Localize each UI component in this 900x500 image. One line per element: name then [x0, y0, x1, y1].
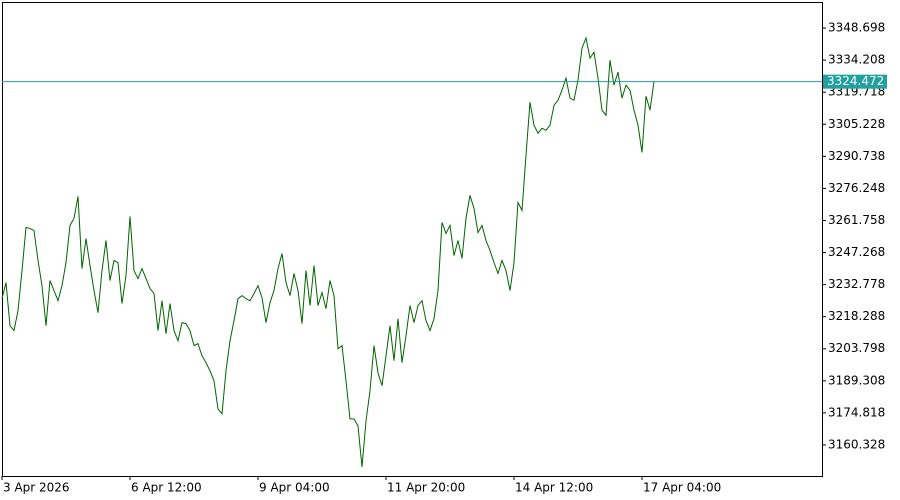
x-tick-label: 3 Apr 2026	[3, 481, 70, 495]
x-tick-label: 17 Apr 04:00	[643, 481, 721, 495]
y-tick-label: 3290.738	[828, 149, 885, 163]
y-tick-label: 3232.778	[828, 277, 885, 291]
current-price-label: 3324.472	[827, 74, 884, 88]
y-tick-label: 3261.758	[828, 213, 885, 227]
plot-frame	[2, 2, 823, 477]
x-tick-label: 9 Apr 04:00	[259, 481, 330, 495]
current-price-box	[823, 74, 887, 89]
y-tick-label: 3174.818	[828, 405, 885, 419]
y-tick-label: 3305.228	[828, 117, 885, 131]
y-tick-label: 3247.268	[828, 245, 885, 259]
x-tick-label: 6 Apr 12:00	[131, 481, 202, 495]
y-tick-label: 3276.248	[828, 181, 885, 195]
x-tick-label: 11 Apr 20:00	[387, 481, 465, 495]
x-tick-label: 14 Apr 12:00	[515, 481, 593, 495]
y-tick-label: 3189.308	[828, 373, 885, 387]
y-tick-label: 3218.288	[828, 309, 885, 323]
y-tick-label: 3348.698	[828, 21, 885, 35]
y-tick-label: 3160.328	[828, 437, 885, 451]
y-tick-label: 3203.798	[828, 341, 885, 355]
price-line	[1, 36, 655, 467]
y-tick-label: 3334.208	[828, 53, 885, 67]
